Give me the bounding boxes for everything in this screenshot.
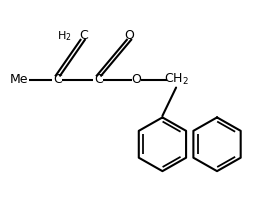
Text: C: C (94, 73, 103, 86)
Text: C: C (53, 73, 62, 86)
Text: Me: Me (10, 73, 28, 86)
Text: C: C (79, 29, 88, 42)
Text: CH$_2$: CH$_2$ (164, 72, 189, 87)
Text: O: O (132, 73, 141, 86)
Text: O: O (125, 29, 135, 42)
Text: H$_2$: H$_2$ (57, 29, 72, 43)
